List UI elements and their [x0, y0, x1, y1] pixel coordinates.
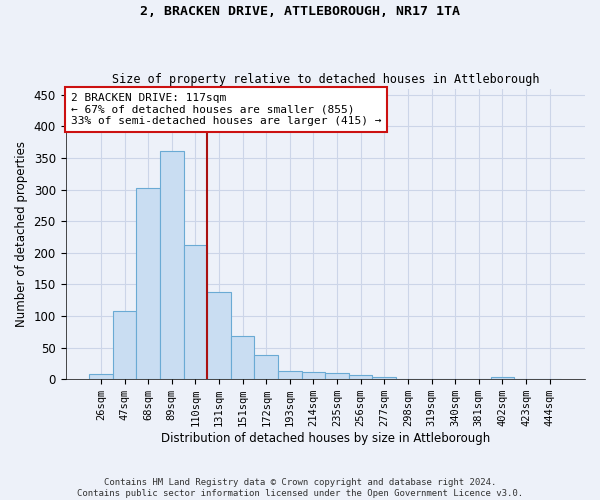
Bar [89, 374, 113, 379]
Bar [278, 371, 302, 379]
Bar [325, 373, 349, 379]
Text: Contains HM Land Registry data © Crown copyright and database right 2024.
Contai: Contains HM Land Registry data © Crown c… [77, 478, 523, 498]
Bar [302, 372, 325, 379]
Bar [136, 188, 160, 379]
Text: 2, BRACKEN DRIVE, ATTLEBOROUGH, NR17 1TA: 2, BRACKEN DRIVE, ATTLEBOROUGH, NR17 1TA [140, 5, 460, 18]
Bar [231, 336, 254, 379]
Bar [160, 151, 184, 379]
Bar [491, 376, 514, 379]
Bar [207, 292, 231, 379]
X-axis label: Distribution of detached houses by size in Attleborough: Distribution of detached houses by size … [161, 432, 490, 445]
Bar [254, 355, 278, 379]
Bar [184, 244, 207, 379]
Y-axis label: Number of detached properties: Number of detached properties [15, 141, 28, 327]
Text: 2 BRACKEN DRIVE: 117sqm
← 67% of detached houses are smaller (855)
33% of semi-d: 2 BRACKEN DRIVE: 117sqm ← 67% of detache… [71, 93, 381, 126]
Bar [349, 376, 373, 379]
Bar [113, 311, 136, 379]
Title: Size of property relative to detached houses in Attleborough: Size of property relative to detached ho… [112, 73, 539, 86]
Bar [373, 378, 396, 379]
